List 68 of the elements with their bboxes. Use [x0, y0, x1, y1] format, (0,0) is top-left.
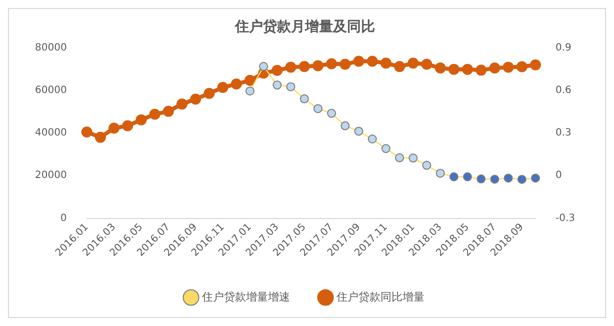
point	[353, 56, 364, 67]
point	[244, 74, 256, 86]
y2-tick-label: 0.3	[555, 128, 572, 139]
point	[272, 80, 282, 90]
y2-tick-label: 0	[555, 170, 562, 182]
point	[395, 153, 404, 162]
point	[476, 174, 486, 184]
y-tick-label: 80000	[35, 42, 67, 54]
point	[217, 82, 228, 93]
point	[516, 61, 528, 72]
chart-title: 住户贷款月增量及同比	[234, 18, 375, 36]
point	[530, 174, 540, 183]
y-tick-label: 20000	[35, 170, 67, 182]
point	[394, 61, 406, 72]
point	[245, 86, 254, 96]
point	[298, 61, 310, 72]
legend-label: 住户贷款同比增量	[336, 290, 424, 304]
point	[462, 64, 474, 75]
point	[502, 62, 514, 73]
point	[366, 56, 378, 67]
point	[340, 121, 350, 130]
point	[108, 122, 120, 134]
point	[368, 134, 377, 144]
point	[176, 98, 188, 110]
point	[272, 64, 283, 76]
point	[448, 64, 460, 75]
point	[81, 126, 92, 138]
point	[380, 58, 392, 69]
point	[230, 78, 242, 90]
point	[449, 172, 458, 182]
y-tick-label: 60000	[35, 85, 67, 96]
y2-tick-label: 0.9	[555, 42, 572, 54]
point	[204, 88, 215, 99]
point	[530, 59, 541, 70]
point	[434, 62, 446, 74]
point	[94, 132, 106, 143]
point	[421, 58, 432, 70]
y2-tick-label: 0.6	[555, 85, 572, 96]
point	[122, 120, 134, 132]
point	[259, 62, 268, 71]
point	[490, 174, 500, 184]
point	[408, 154, 418, 163]
point	[149, 108, 160, 120]
point	[340, 58, 351, 70]
point	[136, 114, 147, 126]
point	[381, 144, 390, 154]
point	[436, 168, 445, 178]
point	[504, 174, 513, 183]
point	[162, 106, 174, 117]
point	[285, 62, 296, 73]
point	[517, 174, 526, 184]
point	[489, 62, 500, 74]
legend-label: 住户贷款增量增速	[202, 290, 290, 304]
point	[354, 126, 364, 136]
point	[476, 64, 487, 76]
point	[422, 160, 432, 170]
y-tick-label: 0	[60, 212, 67, 224]
point	[190, 94, 202, 105]
point	[327, 108, 336, 118]
point	[300, 94, 309, 104]
y-tick-label: 40000	[35, 128, 67, 139]
point	[313, 104, 322, 114]
point	[326, 58, 338, 70]
point	[312, 60, 324, 72]
point	[408, 58, 419, 69]
point	[463, 172, 472, 182]
y2-tick-label: -0.3	[555, 212, 576, 224]
point	[286, 82, 296, 92]
